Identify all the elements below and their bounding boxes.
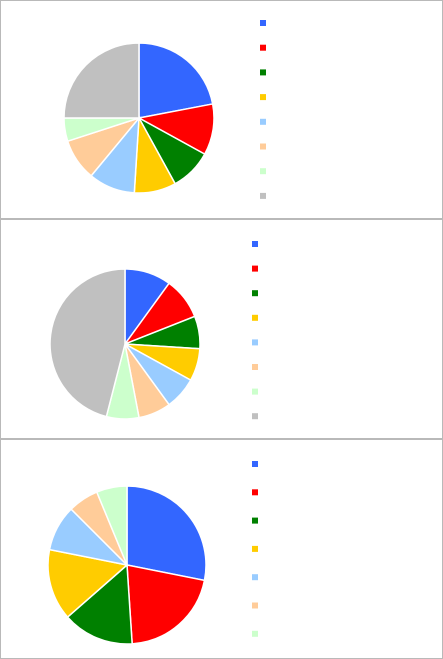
pie-chart-panel-1 — [0, 0, 443, 219]
pie-3-slice-4 — [47, 548, 129, 619]
pie-1-legend-swatch-7 — [260, 168, 266, 175]
pie-3-slice-3 — [66, 563, 133, 645]
pie-chart-panel-2 — [0, 219, 443, 439]
pie-chart-2 — [49, 241, 258, 420]
pie-2-legend-swatch-4 — [252, 314, 258, 321]
pie-2-legend-swatch-3 — [252, 290, 258, 297]
pie-1-legend-swatch-2 — [260, 44, 266, 51]
pie-3-slice-7 — [95, 485, 128, 566]
pie-1-slice-1 — [138, 42, 214, 119]
pie-2-legend-swatch-5 — [252, 339, 258, 346]
pie-3-legend-swatch-4 — [252, 545, 258, 552]
pie-3-slice-2 — [126, 564, 206, 645]
pie-2-legend-swatch-2 — [252, 265, 258, 272]
pie-1-slice-8 — [63, 42, 140, 119]
pie-1-legend-swatch-6 — [260, 143, 266, 150]
pie-1-legend-swatch-8 — [260, 192, 266, 199]
pie-1-legend-swatch-3 — [260, 69, 266, 76]
pie-3-slice-1 — [126, 485, 207, 582]
pie-chart-panel-3 — [0, 439, 443, 659]
pie-3-legend-swatch-6 — [252, 602, 258, 609]
pie-1-legend-swatch-4 — [260, 94, 266, 101]
pie-3-legend-swatch-3 — [252, 517, 258, 524]
pie-3-legend-swatch-1 — [252, 461, 258, 467]
pie-3-legend-swatch-5 — [252, 574, 258, 581]
pie-2-legend-swatch-6 — [252, 364, 258, 370]
pie-chart-1 — [63, 20, 266, 199]
pie-2-legend-swatch-8 — [252, 413, 258, 420]
pie-1-legend-swatch-1 — [260, 20, 266, 26]
pie-2-legend-swatch-1 — [252, 241, 258, 247]
pie-2-slice-8 — [49, 268, 126, 418]
pie-3-legend-swatch-7 — [252, 630, 258, 637]
pie-1-legend-swatch-5 — [260, 118, 266, 125]
pie-2-legend-swatch-7 — [252, 388, 258, 395]
pie-3-legend-swatch-2 — [252, 489, 258, 496]
pie-chart-3 — [47, 461, 258, 645]
